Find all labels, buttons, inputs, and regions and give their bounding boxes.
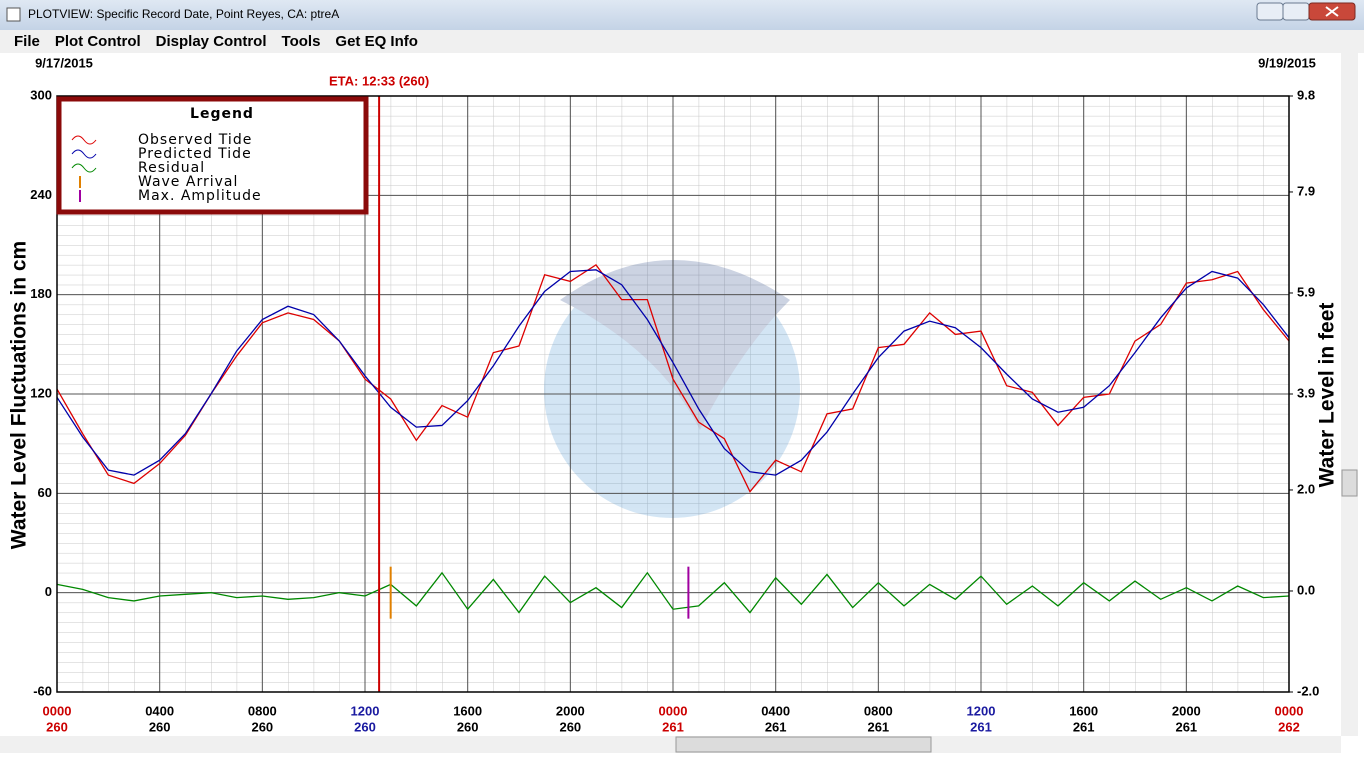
y2-tick-label: 2.0 — [1297, 481, 1315, 496]
x-tick-day: 260 — [457, 719, 479, 734]
watermark — [544, 260, 800, 518]
y2-tick-label: -2.0 — [1297, 683, 1319, 698]
title-bar — [0, 0, 1364, 30]
app-icon — [6, 7, 21, 22]
legend-symbol — [71, 135, 97, 145]
y2-tick-label: 9.8 — [1297, 87, 1315, 102]
x-tick-day: 261 — [1073, 719, 1095, 734]
series-line — [56, 571, 1290, 614]
x-tick-day: 261 — [662, 719, 684, 734]
legend-title: Legend — [190, 106, 254, 122]
window-controls[interactable] — [1256, 2, 1356, 21]
y-tick-label: 60 — [38, 485, 52, 500]
x-tick-day: 260 — [251, 719, 273, 734]
y-tick-label: 300 — [30, 87, 52, 102]
menu-item[interactable]: Plot Control — [55, 33, 141, 50]
end-date: 9/19/2015 — [1258, 55, 1316, 70]
legend-box — [56, 96, 369, 215]
x-tick-label: 1600 — [453, 703, 482, 718]
horizontal-scrollbar[interactable] — [0, 736, 1341, 753]
legend-label: Max. Amplitude — [138, 188, 262, 204]
menu-item[interactable]: Tools — [282, 33, 321, 50]
series-line — [56, 263, 1290, 493]
start-date: 9/17/2015 — [35, 55, 93, 70]
legend-label: Predicted Tide — [138, 146, 252, 162]
x-tick-day: 260 — [559, 719, 581, 734]
menu-item[interactable]: Get EQ Info — [335, 33, 418, 50]
x-tick-day: 261 — [970, 719, 992, 734]
x-tick-day: 260 — [149, 719, 171, 734]
y-tick-label: 240 — [30, 187, 52, 202]
menu-item[interactable]: Display Control — [156, 33, 267, 50]
y-tick-label: 180 — [30, 286, 52, 301]
x-tick-label: 0800 — [864, 703, 893, 718]
x-tick-label: 2000 — [1172, 703, 1201, 718]
plot-frame — [56, 95, 1290, 693]
x-tick-label: 0000 — [1275, 703, 1304, 718]
x-tick-label: 0000 — [659, 703, 688, 718]
x-tick-label: 0000 — [43, 703, 72, 718]
window-title: PLOTVIEW: Specific Record Date, Point Re… — [28, 7, 339, 21]
legend-symbol — [71, 149, 97, 159]
series-line — [56, 269, 1290, 476]
y2-axis-title: Water Level in feet — [1316, 303, 1339, 488]
vertical-scrollbar[interactable] — [1341, 53, 1358, 736]
scroll-thumb[interactable] — [1341, 469, 1358, 497]
x-tick-label: 2000 — [556, 703, 585, 718]
x-tick-day: 261 — [1175, 719, 1197, 734]
y2-tick-label: 0.0 — [1297, 582, 1315, 597]
x-tick-label: 1600 — [1069, 703, 1098, 718]
x-tick-label: 1200 — [351, 703, 380, 718]
scroll-thumb[interactable] — [675, 736, 932, 753]
y2-tick-label: 7.9 — [1297, 183, 1315, 198]
legend-label: Residual — [138, 160, 205, 176]
menu-bar — [0, 30, 1364, 53]
legend-label: Wave Arrival — [138, 174, 238, 190]
x-tick-label: 0400 — [145, 703, 174, 718]
y2-tick-label: 3.9 — [1297, 385, 1315, 400]
x-tick-day: 260 — [46, 719, 68, 734]
x-tick-label: 1200 — [967, 703, 996, 718]
x-tick-day: 261 — [867, 719, 889, 734]
y-tick-label: 0 — [45, 584, 52, 599]
legend-symbol — [71, 163, 97, 173]
legend-label: Observed Tide — [138, 132, 252, 148]
x-tick-day: 260 — [354, 719, 376, 734]
eta-label: ETA: 12:33 (260) — [329, 73, 429, 88]
y-tick-label: -60 — [33, 683, 52, 698]
y-tick-label: 120 — [30, 385, 52, 400]
x-tick-label: 0400 — [761, 703, 790, 718]
menu-item[interactable]: File — [14, 33, 40, 50]
x-tick-label: 0800 — [248, 703, 277, 718]
y-axis-title: Water Level Fluctuations in cm — [8, 241, 31, 549]
y2-tick-label: 5.9 — [1297, 284, 1315, 299]
x-tick-day: 261 — [765, 719, 787, 734]
x-tick-day: 262 — [1278, 719, 1300, 734]
